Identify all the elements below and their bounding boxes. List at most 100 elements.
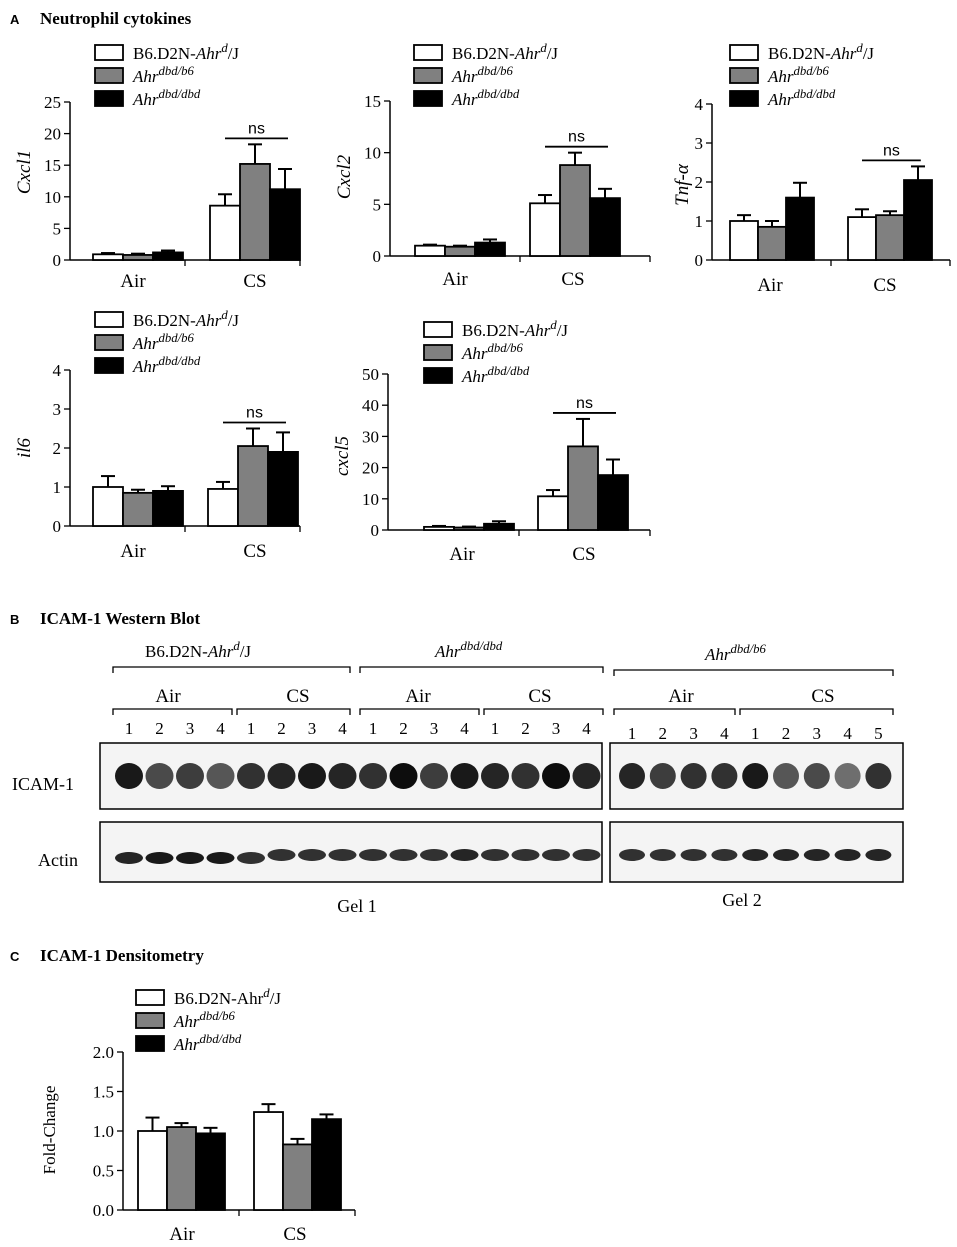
actin-band (389, 849, 418, 861)
actin-band (773, 849, 799, 861)
bar (253, 1111, 284, 1211)
bar (529, 202, 561, 257)
legend-label-italic: Ahr (830, 44, 857, 63)
legend-label-tail: /J (557, 321, 569, 340)
lane-number: 3 (186, 719, 195, 738)
icam-band (450, 763, 479, 789)
y-tick-label: 2 (53, 439, 62, 458)
icam-band (542, 763, 570, 789)
legend-swatch (94, 311, 124, 328)
lane-number: 4 (720, 724, 729, 743)
y-tick-label: 0 (53, 517, 62, 536)
legend-label-text: B6.D2N- (462, 321, 525, 340)
panel-letter: B (10, 612, 19, 627)
bar (269, 188, 301, 261)
legend-label: Ahrdbd/b6 (132, 64, 195, 86)
y-tick-label: 1.5 (93, 1083, 114, 1102)
y-tick-label: 25 (44, 93, 61, 112)
subgroup-bracket (483, 708, 604, 715)
lane-number: 2 (277, 719, 286, 738)
legend-swatch (94, 357, 124, 374)
actin-band (511, 849, 540, 861)
legend-label-superscript: dbd/b6 (159, 64, 195, 78)
x-category-label: Air (169, 1224, 195, 1245)
icam-band (420, 763, 448, 789)
bar (267, 450, 299, 527)
legend-label: Ahrdbd/b6 (132, 331, 195, 353)
lane-number: 2 (399, 719, 408, 738)
bar (423, 525, 455, 531)
bar (589, 197, 621, 257)
bar-chart-fold-change: 0.0 0.5 1.0 1.5 2.0 Air CS Fold-Change B6.D2N-Ah… (40, 986, 356, 1245)
icam-band (237, 763, 265, 789)
bar (537, 495, 569, 531)
legend-label: B6.D2N-Ahrd/J (452, 41, 558, 63)
bar (122, 491, 154, 527)
significance-label: ns (568, 129, 585, 146)
y-tick-label: 40 (362, 396, 379, 415)
actin-band (420, 849, 448, 861)
lane-number: 3 (430, 719, 439, 738)
legend-label-italic: Ahr (195, 44, 222, 63)
x-category-label: CS (243, 271, 266, 292)
y-tick-label: 2 (695, 173, 704, 192)
y-tick-label: 4 (53, 361, 62, 380)
legend-label-italic: Ahr (132, 357, 159, 376)
y-tick-label: 1 (695, 212, 704, 231)
significance-label: ns (883, 142, 900, 159)
lane-number: 2 (155, 719, 164, 738)
actin-band (803, 849, 830, 861)
bar (137, 1130, 168, 1211)
bar (209, 204, 241, 261)
legend-label: B6.D2N-Ahrd/J (133, 308, 239, 330)
icam-band (481, 763, 509, 789)
legend-label-superscript: dbd/dbd (488, 364, 530, 378)
y-tick-label: 0.5 (93, 1162, 114, 1181)
legend-label-italic: Ahr (451, 90, 478, 109)
legend-label-italic: Ahr (704, 645, 731, 664)
y-tick-label: 0 (53, 251, 62, 270)
row-label-actin: Actin (38, 850, 78, 870)
y-tick-label: 4 (695, 95, 704, 114)
group-bracket (359, 666, 604, 673)
x-category-label: CS (873, 275, 896, 296)
legend-swatch (729, 44, 759, 61)
actin-band (298, 849, 326, 861)
bar (282, 1143, 313, 1211)
lane-number: 3 (813, 724, 822, 743)
lane-number: 5 (874, 724, 883, 743)
legend-label-superscript: dbd/dbd (200, 1032, 242, 1046)
legend-label-text: B6.D2N- (133, 44, 196, 63)
lane-number: 1 (628, 724, 637, 743)
panel-title: ICAM-1 Densitometry (40, 946, 204, 965)
legend-label-text: B6.D2N- (768, 44, 831, 63)
bar (474, 241, 506, 257)
legend-swatch (423, 321, 453, 338)
y-tick-label: 20 (44, 125, 61, 144)
legend-label-text: B6.D2N-Ahr (174, 989, 264, 1008)
legend-label: Ahrdbd/dbd (451, 87, 520, 109)
legend-swatch (94, 44, 124, 61)
y-tick-label: 0.0 (93, 1201, 114, 1220)
group-bracket (112, 666, 351, 673)
panel-c-header: C ICAM-1 Densitometry (10, 946, 204, 965)
bar (729, 220, 759, 261)
legend-label-text: B6.D2N- (452, 44, 515, 63)
legend-label-italic: Ahr (173, 1012, 200, 1031)
lane-number: 3 (552, 719, 561, 738)
legend-label-italic: Ahr (434, 642, 461, 661)
y-axis-label: Cxcl1 (14, 150, 35, 194)
significance-label: ns (248, 120, 265, 137)
icam-band (145, 763, 174, 789)
bar (453, 526, 485, 531)
bar (444, 245, 476, 257)
legend-label-italic: Ahr (767, 67, 794, 86)
legend-label-superscript: dbd/dbd (461, 639, 503, 653)
